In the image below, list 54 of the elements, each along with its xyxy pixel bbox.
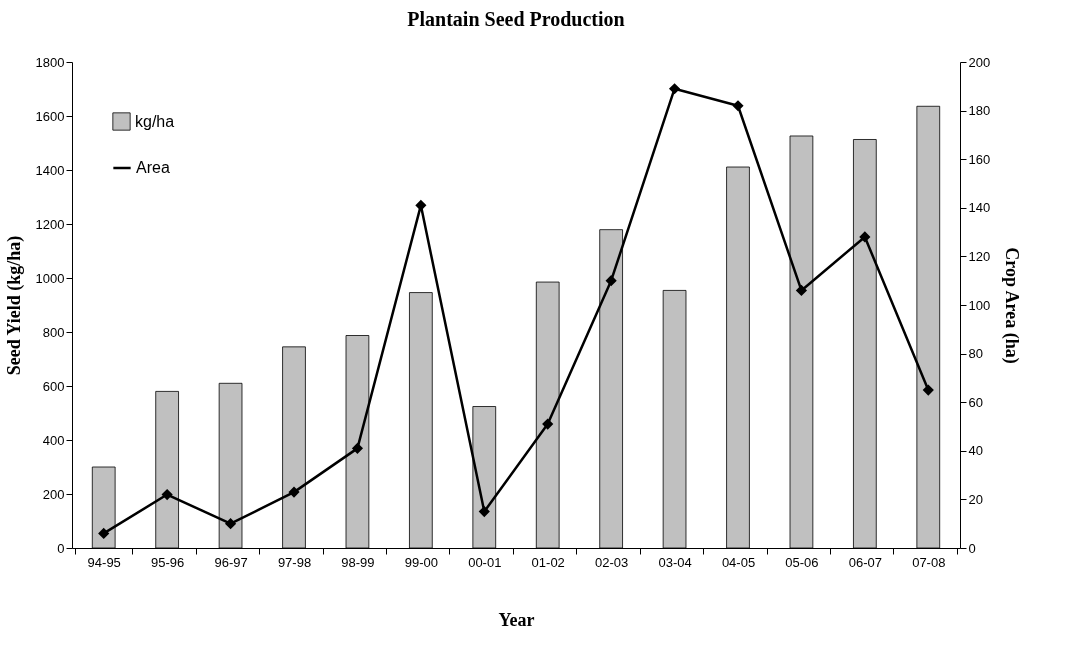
y-tick-label: 600 <box>42 378 65 394</box>
point <box>669 83 680 94</box>
point <box>352 443 363 454</box>
x-tick-label: 03-04 <box>658 554 692 570</box>
point <box>796 285 807 296</box>
y2-tick-label: 120 <box>968 248 991 264</box>
point <box>732 100 744 111</box>
y2-axis-title: Crop Area (ha) <box>1001 247 1023 364</box>
y-tick-label: 1800 <box>35 54 65 70</box>
y-tick-label: 400 <box>42 432 65 448</box>
x-tick-label: 07-08 <box>912 554 946 570</box>
x-tick-label: 04-05 <box>721 554 756 570</box>
y2-tick-label: 20 <box>968 491 983 507</box>
y-axis-title: Seed Yield (kg/ha) <box>3 235 25 376</box>
y-tick-label: 1200 <box>35 216 65 232</box>
point <box>479 506 490 517</box>
legend-label: kg/ha <box>135 112 175 130</box>
point <box>98 528 109 539</box>
chart-title: Plantain Seed Production <box>407 8 625 30</box>
y2-tick-label: 180 <box>968 103 991 119</box>
x-tick-label: 02-03 <box>595 554 629 570</box>
x-tick-label: 05-06 <box>785 554 819 570</box>
x-tick-label: 01-02 <box>531 554 565 570</box>
legend-label: Area <box>136 159 170 176</box>
y2-tick-label: 80 <box>968 346 983 362</box>
point <box>161 489 173 500</box>
point <box>605 275 617 286</box>
x-tick-label: 95-96 <box>151 554 185 570</box>
x-tick-label: 96-97 <box>214 554 248 570</box>
point <box>542 418 553 430</box>
y2-tick-label: 200 <box>968 54 991 70</box>
y-tick-label: 1000 <box>35 270 65 286</box>
x-tick-label: 97-98 <box>277 554 312 570</box>
x-tick-label: 99-00 <box>404 554 438 570</box>
y2-tick-label: 100 <box>968 297 991 313</box>
point <box>923 384 934 396</box>
y2-tick-label: 160 <box>968 151 991 167</box>
x-tick-label: 06-07 <box>848 554 882 570</box>
y2-tick-label: 40 <box>968 443 983 459</box>
x-tick-label: 94-95 <box>87 554 121 570</box>
y2-tick-label: 140 <box>968 200 991 216</box>
point <box>859 231 871 243</box>
y-tick-label: 1400 <box>35 162 65 178</box>
y-tick-label: 0 <box>57 540 65 556</box>
y2-tick-label: 60 <box>968 394 983 410</box>
x-tick-label: 00-01 <box>468 554 502 570</box>
x-axis-title: Year <box>498 609 535 630</box>
y-tick-label: 800 <box>42 324 65 340</box>
y-tick-label: 1600 <box>35 108 65 124</box>
point <box>225 518 236 529</box>
point <box>288 486 300 498</box>
x-tick-label: 98-99 <box>341 554 375 570</box>
y-tick-label: 200 <box>42 486 65 502</box>
y2-tick-label: 0 <box>968 540 976 556</box>
